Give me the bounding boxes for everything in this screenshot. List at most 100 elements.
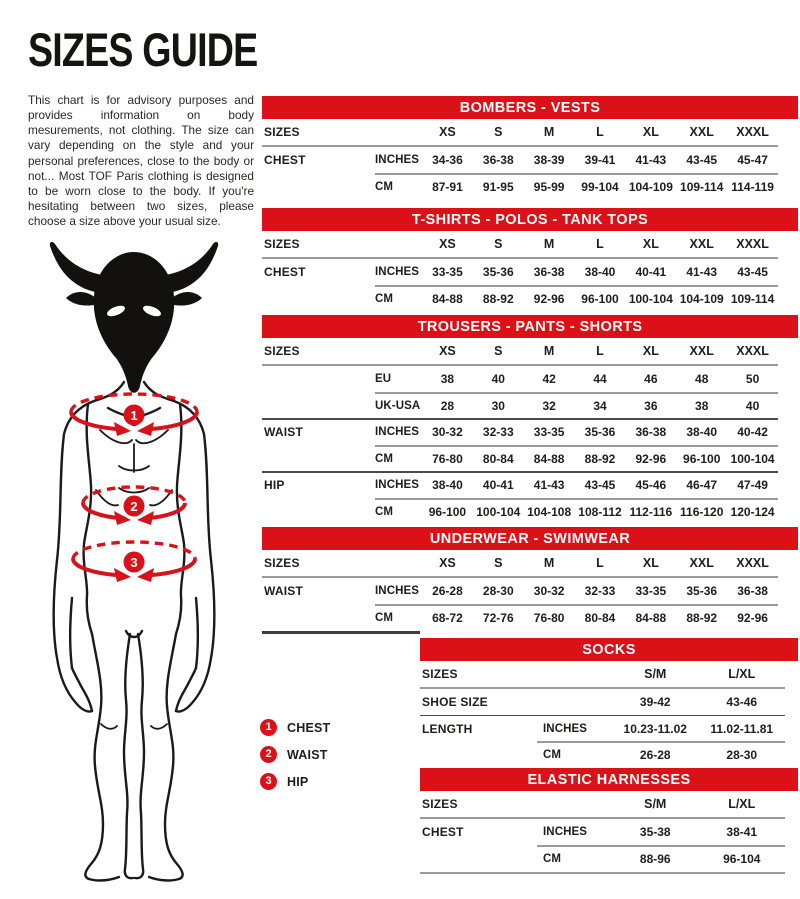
size-table-bombers-vests: BOMBERS - VESTS SIZES XS S M L XL XXL XXXL CHEST I… <box>262 96 798 200</box>
measurement-value: 88-92 <box>482 291 514 306</box>
measurement-row: CM 26-28 28-30 <box>420 741 785 769</box>
table-body: SIZES S/M L/XL CHEST INCHES 35-38 38-41 CM 88-96… <box>420 791 785 874</box>
measurement-value: 95-99 <box>533 179 565 194</box>
sizes-header-row: SIZES XS S M L XL XXL XXXL <box>262 338 778 366</box>
legend-label-hip: HIP <box>287 774 309 789</box>
measurement-row: CHEST INCHES 35-38 38-41 <box>420 819 785 846</box>
measurement-value: 38-39 <box>533 153 565 168</box>
measurement-value: 48 <box>695 372 709 387</box>
size-table-trousers-pants-shorts: TROUSERS - PANTS - SHORTS SIZES XS S M L XL XXL… <box>262 315 798 525</box>
measurement-row: LENGTH INCHES 10.23-11.02 11.02-11.81 <box>420 714 785 743</box>
measurement-value: 47-49 <box>737 478 768 493</box>
measurement-value: 26-28 <box>639 748 671 763</box>
measurement-row: CM 87-91 91-95 95-99 99-104 104-109 109-114 114… <box>262 172 778 201</box>
measurement-value: 68-72 <box>432 610 463 625</box>
measurement-value: 88-96 <box>639 851 671 866</box>
measurement-value: 43-46 <box>726 695 758 710</box>
measurement-value: 108-112 <box>578 504 622 519</box>
size-column-header: S <box>494 237 503 251</box>
measurement-value: 46-47 <box>686 478 718 493</box>
size-column-header: S <box>494 344 503 358</box>
measurement-value: 36 <box>644 398 658 413</box>
measurement-row: CM 88-96 96-104 <box>420 844 785 873</box>
measurement-value: 36-38 <box>737 584 768 599</box>
unit-label: INCHES <box>375 479 420 492</box>
measurement-value: 92-96 <box>533 291 565 306</box>
size-column-header: XXXL <box>736 344 769 358</box>
table-banner-socks: SOCKS <box>420 638 798 661</box>
measurement-value: 26-28 <box>432 584 463 599</box>
unit-label: EU <box>375 373 392 386</box>
measurement-value: 35-36 <box>482 265 514 280</box>
advisory-text: This chart is for advisory purposes and … <box>28 93 254 229</box>
size-column-header: XS <box>439 344 456 358</box>
measurement-value: 32-33 <box>482 425 514 440</box>
measurement-label: SHOE SIZE <box>422 695 488 710</box>
measurement-value: 116-120 <box>680 504 724 519</box>
measurement-value: 41-43 <box>686 265 718 280</box>
measurement-row: CHEST INCHES 33-35 35-36 36-38 38-40 40-41 41-4… <box>262 259 778 286</box>
sizes-header-row: SIZES S/M L/XL <box>420 791 785 819</box>
measurement-value: 33-35 <box>533 425 565 440</box>
measurement-value: 44 <box>593 372 607 387</box>
size-column-header: M <box>543 556 555 570</box>
size-column-header: S <box>494 125 503 139</box>
measurement-value: 91-95 <box>482 179 514 194</box>
sizes-header-row: SIZES S/M L/XL <box>420 661 785 689</box>
measurement-value: 114-119 <box>731 179 774 194</box>
measurement-band-hip: 3 <box>71 540 197 582</box>
size-table-tshirts-polos-tank-tops: T-SHIRTS - POLOS - TANK TOPS SIZES XS S M L XL… <box>262 208 798 312</box>
measurement-value: 34-36 <box>432 153 463 168</box>
size-column-header: S/M <box>644 667 667 681</box>
size-column-header: L <box>596 556 604 570</box>
size-column-header: XS <box>439 237 456 251</box>
legend-badge-1: 1 <box>260 719 277 736</box>
measurement-value: 45-46 <box>635 478 667 493</box>
measurement-row: HIP INCHES 38-40 40-41 41-43 43-45 45-46 46-47 4… <box>262 471 778 499</box>
size-column-header: XS <box>439 125 456 139</box>
table-banner-bombers-vests: BOMBERS - VESTS <box>262 96 798 119</box>
band-marker-2: 2 <box>130 499 137 514</box>
measurement-value: 34 <box>593 398 607 413</box>
size-column-header: XXL <box>689 344 714 358</box>
sizes-header-label: SIZES <box>422 797 458 811</box>
measurement-value: 38-41 <box>726 825 758 840</box>
measurement-value: 38-40 <box>584 265 616 280</box>
measurement-value: 100-104 <box>476 504 521 519</box>
measurement-row: CM 68-72 72-76 76-80 80-84 84-88 88-92 92-96 <box>262 603 778 632</box>
measurement-band-chest: 1 <box>69 392 199 436</box>
legend-badge-2: 2 <box>260 746 277 763</box>
measurement-value: 104-108 <box>527 504 572 519</box>
measurement-value: 84-88 <box>635 610 667 625</box>
bull-eyes <box>107 305 161 317</box>
size-column-header: XL <box>642 125 659 139</box>
page-title: SIZES GUIDE <box>28 23 258 76</box>
size-column-header: S <box>494 556 503 570</box>
unit-label: CM <box>375 180 394 193</box>
measurement-value: 109-114 <box>680 179 724 194</box>
measurement-value: 28-30 <box>482 584 514 599</box>
measurement-value: 112-116 <box>629 504 673 519</box>
measurement-value: 104-109 <box>628 179 673 194</box>
size-column-header: XXXL <box>736 556 769 570</box>
measurement-value: 39-42 <box>639 695 671 710</box>
measurement-value: 92-96 <box>635 451 667 466</box>
size-column-header: XXXL <box>736 125 769 139</box>
sizes-header-label: SIZES <box>264 125 300 139</box>
measurement-value: 40 <box>745 398 760 413</box>
measurement-value: 30-32 <box>432 425 463 440</box>
legend-item-waist: 2 WAIST <box>260 741 330 768</box>
measurement-value: 76-80 <box>432 451 463 466</box>
unit-label: INCHES <box>375 266 420 279</box>
table-banner-trousers-pants-shorts: TROUSERS - PANTS - SHORTS <box>262 315 798 338</box>
measurement-value: 10.23-11.02 <box>623 721 687 736</box>
size-column-header: L/XL <box>728 797 756 811</box>
legend-item-chest: 1 CHEST <box>260 714 330 741</box>
size-column-header: L <box>596 344 604 358</box>
band-marker-3: 3 <box>130 555 137 570</box>
measurement-row: WAIST INCHES 30-32 32-33 33-35 35-36 36-38 38-4… <box>262 418 778 446</box>
measurement-row: SHOE SIZE 39-42 43-46 <box>420 689 785 716</box>
bull-head-icon <box>49 241 219 393</box>
size-column-header: M <box>543 344 555 358</box>
measurement-value: 96-100 <box>581 291 619 306</box>
